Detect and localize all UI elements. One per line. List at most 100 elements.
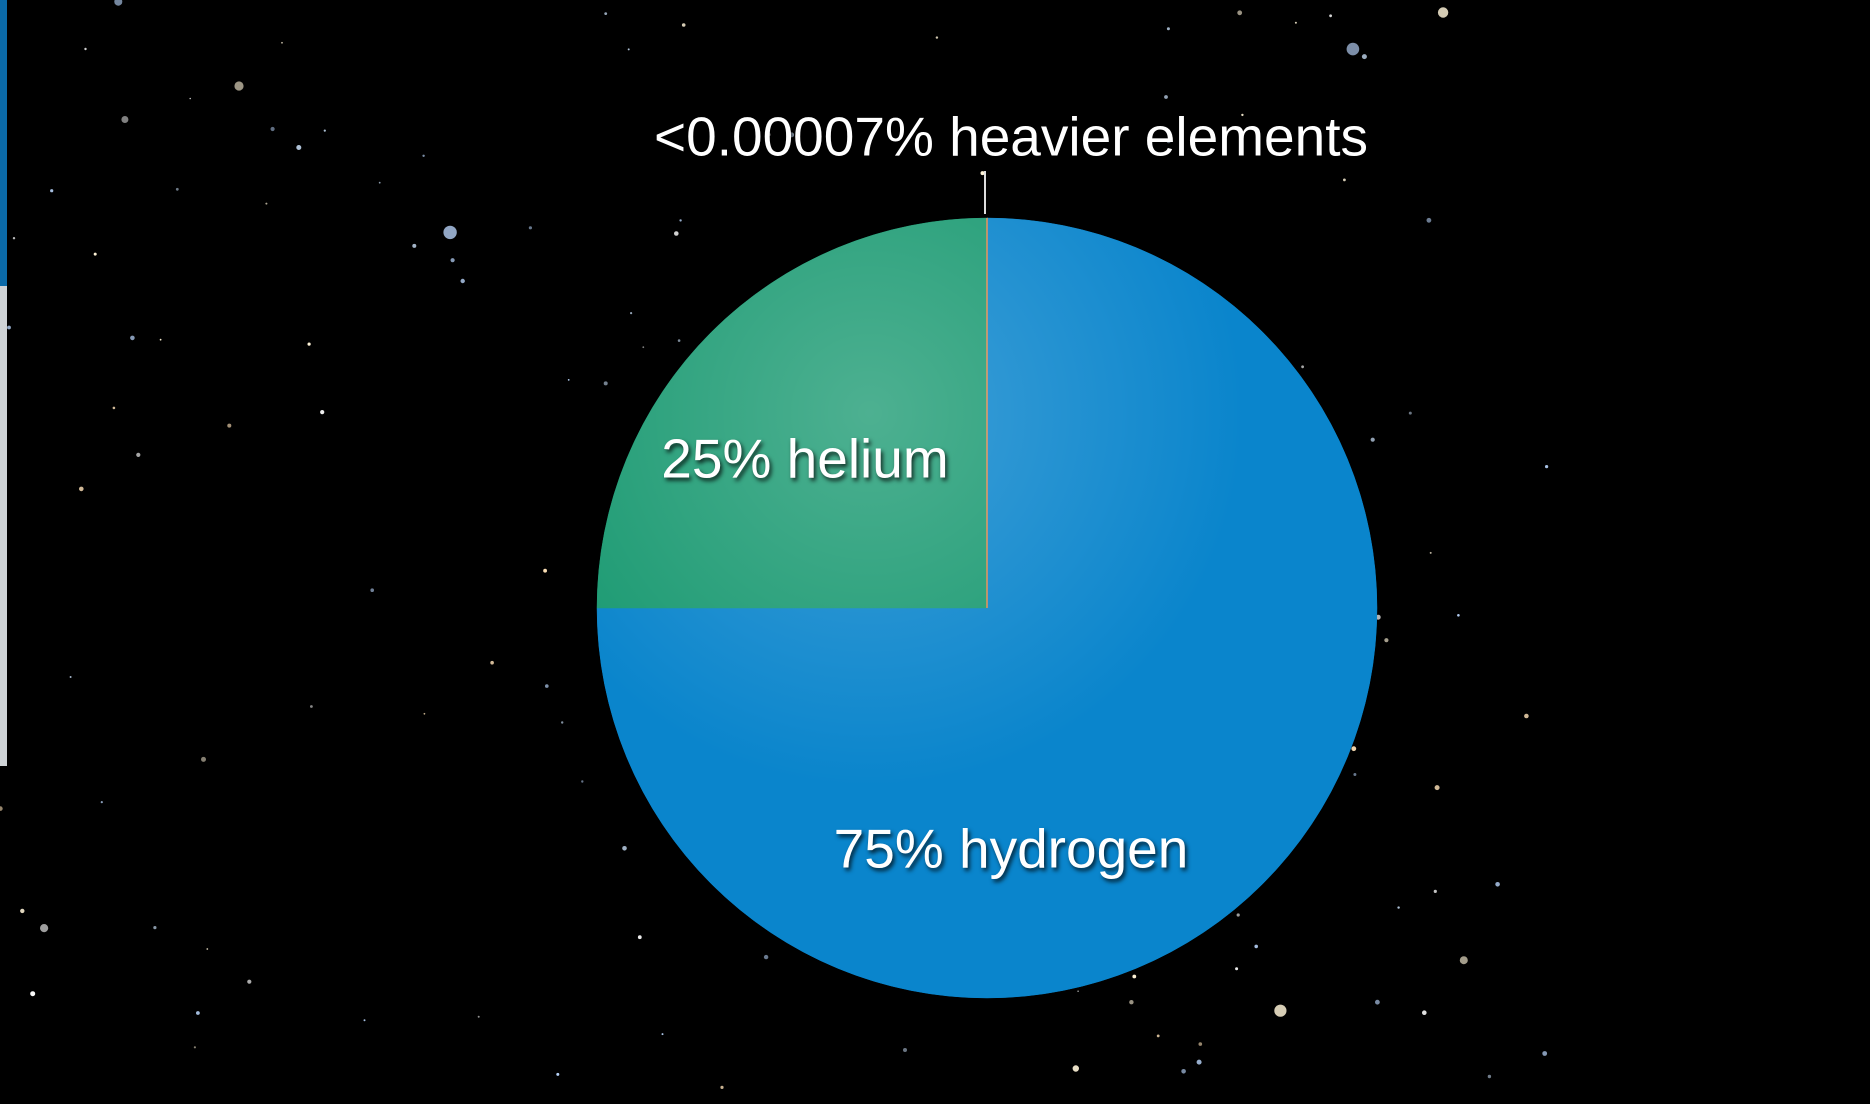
left-strip — [0, 0, 7, 286]
star — [1437, 7, 1449, 18]
star — [561, 721, 564, 724]
star — [443, 225, 457, 240]
star — [543, 568, 547, 573]
star — [310, 705, 313, 708]
star — [1156, 1034, 1160, 1038]
star — [627, 48, 630, 51]
star — [1426, 217, 1432, 223]
star — [112, 406, 116, 410]
star — [201, 756, 206, 762]
star — [175, 187, 179, 191]
star — [1236, 913, 1240, 917]
star — [7, 325, 11, 330]
star — [1429, 551, 1432, 554]
star — [227, 423, 232, 428]
star — [1408, 411, 1412, 415]
star — [1524, 713, 1529, 719]
star — [1375, 999, 1380, 1005]
star — [767, 133, 771, 137]
star — [630, 312, 633, 315]
star — [1235, 967, 1239, 971]
black-box — [7, 495, 328, 676]
star — [281, 41, 283, 44]
star — [622, 846, 627, 851]
star — [980, 171, 985, 176]
star — [153, 926, 157, 930]
star — [450, 258, 455, 263]
star — [763, 954, 769, 960]
star — [1196, 1059, 1202, 1065]
star — [935, 36, 939, 39]
star — [1072, 1065, 1080, 1072]
star — [93, 252, 97, 256]
star — [136, 452, 141, 457]
star — [1353, 773, 1357, 776]
star — [556, 1072, 560, 1076]
star — [114, 0, 123, 6]
left-strip-gray — [0, 286, 7, 766]
star — [1370, 437, 1375, 442]
star — [1164, 95, 1168, 99]
star — [567, 379, 570, 381]
star — [270, 126, 275, 132]
star — [603, 381, 608, 386]
star — [1433, 889, 1437, 894]
star — [1077, 990, 1079, 992]
star — [100, 801, 103, 804]
slice-label: 25% helium — [661, 428, 948, 490]
star — [1361, 54, 1367, 60]
star — [196, 1011, 200, 1015]
star — [1198, 1042, 1203, 1046]
star — [363, 1019, 366, 1022]
star — [307, 342, 311, 346]
star — [674, 231, 679, 236]
star — [720, 1085, 724, 1089]
star — [581, 780, 584, 783]
star — [1346, 42, 1360, 56]
star — [1487, 1074, 1492, 1079]
star — [1132, 974, 1137, 979]
star — [378, 181, 381, 184]
star — [1274, 1004, 1287, 1017]
star — [423, 712, 426, 715]
star — [84, 47, 87, 51]
star — [79, 486, 84, 492]
slice-label: 75% hydrogen — [834, 818, 1189, 880]
star — [528, 226, 533, 230]
star — [50, 189, 54, 193]
star — [1459, 956, 1468, 965]
star — [637, 935, 642, 940]
star — [1384, 638, 1389, 643]
star — [1294, 21, 1297, 24]
star — [121, 116, 129, 123]
star — [604, 12, 608, 16]
star — [1542, 1051, 1548, 1056]
star — [40, 924, 49, 933]
star — [1545, 465, 1549, 469]
star — [1434, 785, 1440, 791]
star — [677, 339, 681, 342]
star — [1166, 139, 1171, 144]
star — [265, 202, 268, 205]
slice-label: <0.00007% heavier elements — [654, 106, 1368, 168]
star — [1351, 746, 1357, 752]
star — [247, 979, 252, 984]
star — [422, 154, 425, 157]
star — [1329, 14, 1332, 18]
star — [1495, 882, 1500, 887]
star — [159, 338, 162, 341]
star — [490, 660, 494, 665]
star — [1166, 27, 1170, 31]
star — [193, 1046, 196, 1049]
right-panel — [1556, 0, 1870, 1104]
star — [296, 145, 302, 150]
star — [1422, 1010, 1427, 1015]
star — [1237, 10, 1243, 16]
star — [460, 278, 465, 284]
star — [1254, 944, 1258, 949]
star — [1397, 906, 1400, 909]
pie — [596, 217, 1378, 999]
star — [1457, 614, 1460, 617]
